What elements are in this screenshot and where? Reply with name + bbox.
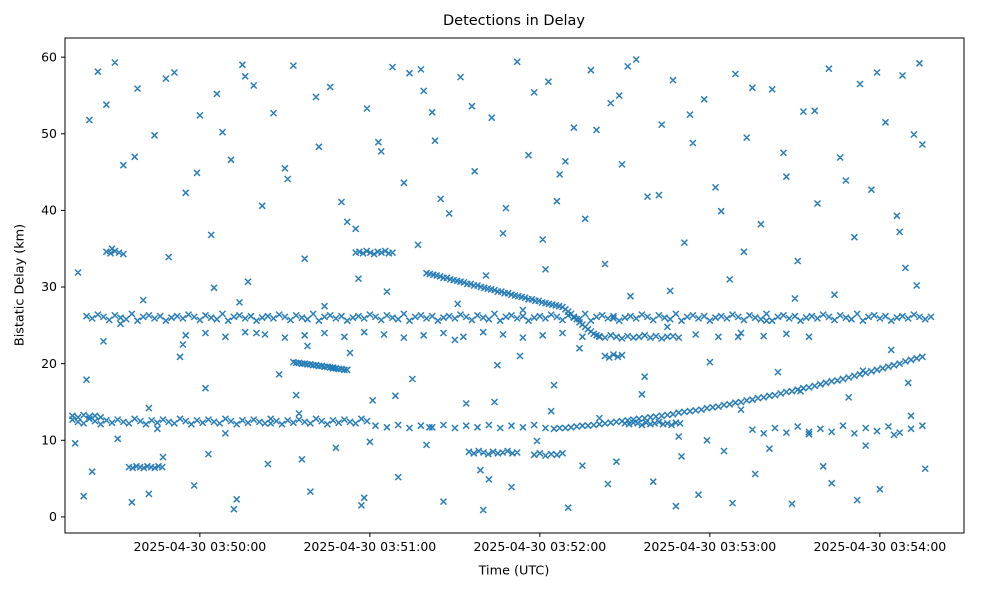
x-tick-label: 2025-04-30 03:50:00 bbox=[133, 539, 266, 554]
axes-frame bbox=[64, 37, 965, 534]
series-rising-track bbox=[550, 353, 926, 433]
series-segment-6-5km bbox=[125, 462, 166, 472]
x-axis-label: Time (UTC) bbox=[478, 563, 550, 579]
chart-title: Detections in Delay bbox=[442, 13, 586, 29]
series-segment-13km bbox=[68, 411, 105, 421]
x-tick-label: 2025-04-30 03:54:00 bbox=[813, 539, 946, 554]
series-band-26km bbox=[82, 310, 935, 325]
series-band-24km bbox=[182, 328, 813, 342]
y-tick-label: 30 bbox=[41, 279, 57, 294]
x-tick-label: 2025-04-30 03:52:00 bbox=[473, 539, 606, 554]
series-clutter bbox=[71, 55, 929, 514]
series-band-12km bbox=[68, 415, 926, 438]
y-tick-label: 60 bbox=[41, 49, 57, 64]
y-axis-label: Bistatic Delay (km) bbox=[12, 223, 28, 347]
y-tick-label: 10 bbox=[41, 432, 57, 447]
x-tick-label: 2025-04-30 03:51:00 bbox=[303, 539, 436, 554]
y-tick-label: 0 bbox=[49, 509, 57, 524]
series-segment-21km bbox=[601, 350, 626, 362]
series-descending-track bbox=[422, 269, 603, 341]
y-tick-label: 40 bbox=[41, 203, 57, 218]
series-segment-8-4km bbox=[465, 447, 567, 460]
series-segment-19-5km bbox=[289, 358, 351, 374]
x-tick-label: 2025-04-30 03:53:00 bbox=[643, 539, 776, 554]
series-segment-34-5km bbox=[102, 247, 397, 258]
y-tick-label: 20 bbox=[41, 356, 57, 371]
y-tick-label: 50 bbox=[41, 126, 57, 141]
